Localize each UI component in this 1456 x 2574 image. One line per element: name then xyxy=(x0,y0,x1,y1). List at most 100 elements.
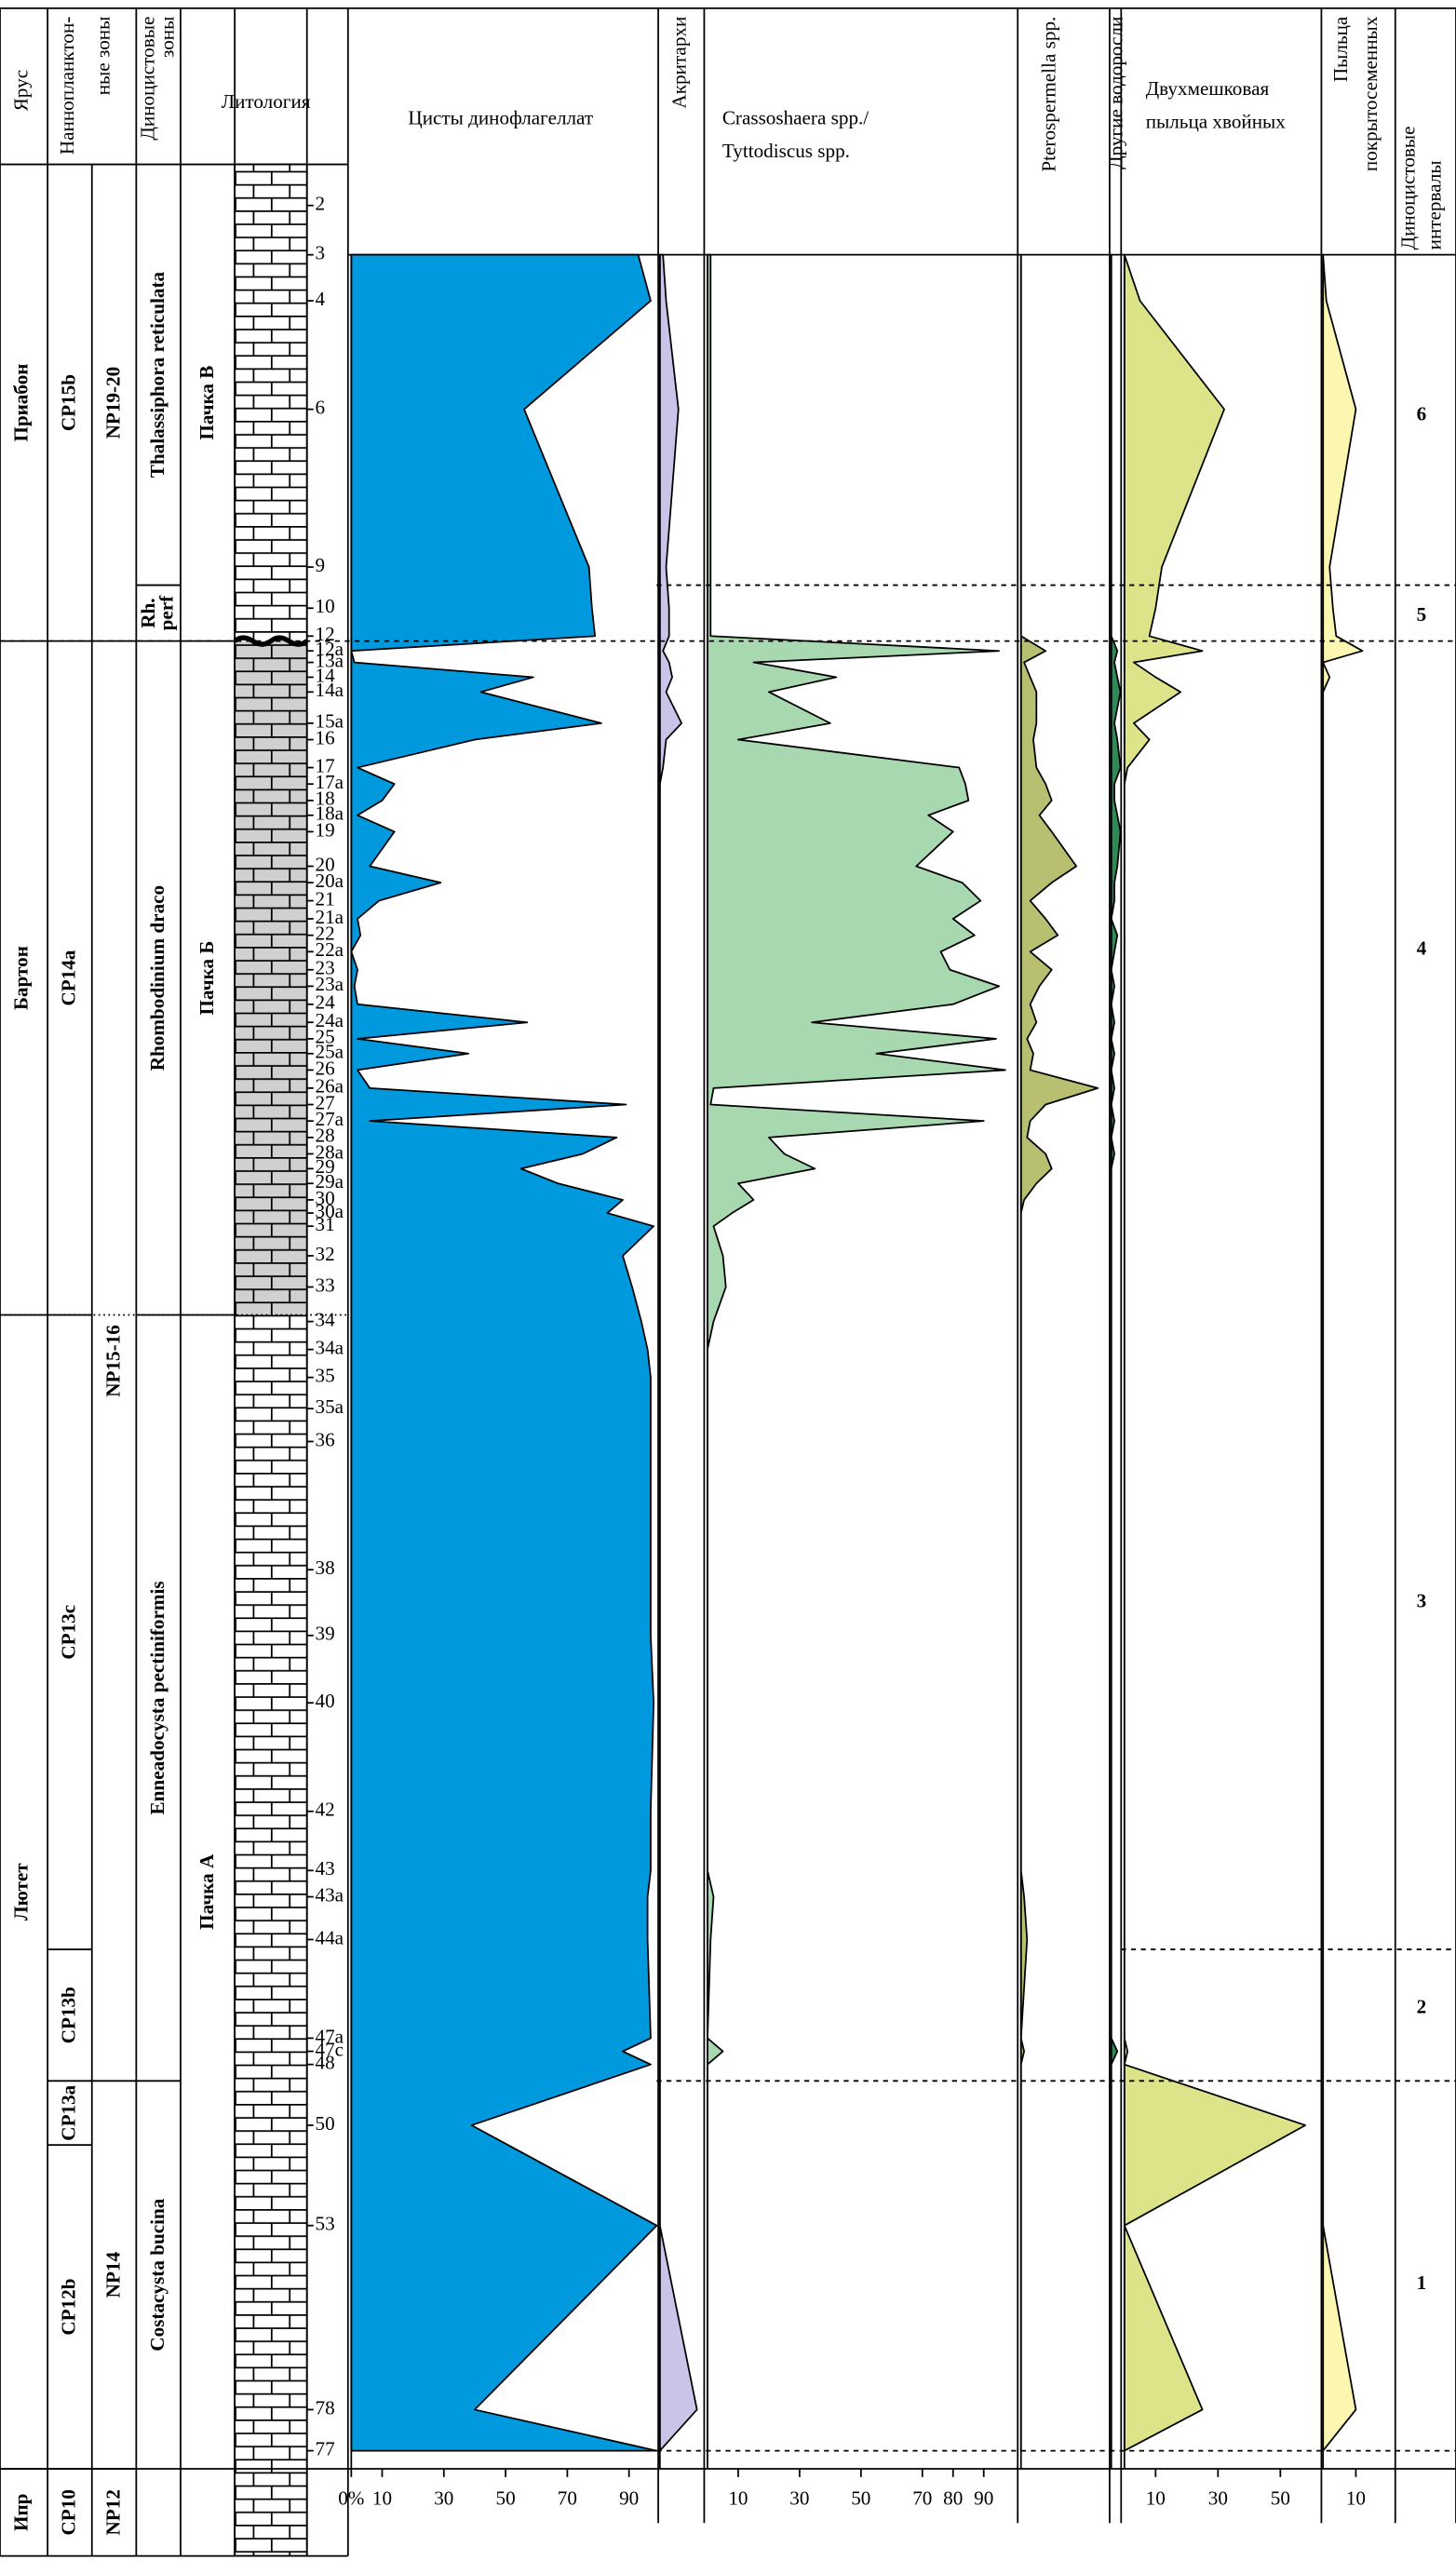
sample-label: 18a xyxy=(316,802,344,825)
x-tick-label: 30 xyxy=(789,2486,809,2509)
sample-label: 6 xyxy=(316,396,326,418)
sample-label: 17a xyxy=(316,771,344,793)
sample-label: 17 xyxy=(316,754,335,776)
interval-label: 4 xyxy=(1417,937,1427,959)
x-tick-label: 50 xyxy=(496,2486,516,2509)
x-tick-label: 10 xyxy=(1146,2486,1166,2509)
sample-label: 27a xyxy=(316,1108,344,1130)
sample-label: 10 xyxy=(316,595,335,617)
sample-label: 32 xyxy=(316,1243,335,1265)
sample-label: 28 xyxy=(316,1125,335,1147)
sample-label: 50 xyxy=(316,2112,335,2135)
sample-label: 22a xyxy=(316,938,344,961)
zone-label: NP12 xyxy=(101,2489,124,2535)
zone-label: Rh. xyxy=(137,598,159,627)
zone-label: Пачка Б xyxy=(195,941,218,1016)
sample-label: 43a xyxy=(316,1883,344,1906)
x-tick-label: 10 xyxy=(1346,2486,1366,2509)
zone-label: Лютет xyxy=(10,1863,33,1920)
sample-label: 14 xyxy=(316,664,336,686)
sample-label: 47a xyxy=(316,2025,344,2047)
header: ные зоны xyxy=(92,17,115,96)
header: Наннопланктон- xyxy=(56,17,78,155)
zone-label: CP12b xyxy=(58,2278,80,2335)
sample-label: 16 xyxy=(316,726,335,748)
sample-label: 20a xyxy=(316,869,344,892)
sample-label: 15a xyxy=(316,710,344,733)
sample-label: 35a xyxy=(316,1395,344,1418)
sample-label: 29a xyxy=(316,1170,344,1193)
column-header: покрытосеменных xyxy=(1359,16,1382,171)
x-tick-label: 30 xyxy=(434,2486,453,2509)
zone-label: Thalassiphora reticulata xyxy=(146,271,169,478)
sample-label: 43 xyxy=(316,1857,335,1880)
column-header: Цисты динофлагеллат xyxy=(408,107,593,129)
lithology-pattern xyxy=(234,163,308,2557)
column-header: Tyttodiscus spp. xyxy=(722,140,850,162)
x-tick-label: 0% xyxy=(338,2486,364,2509)
sample-label: 30a xyxy=(316,1200,344,1222)
zone-label: Costacysta bucina xyxy=(146,2198,169,2352)
zone-label: NP14 xyxy=(101,2252,124,2298)
sample-label: 20 xyxy=(316,853,335,875)
sample-label: 40 xyxy=(316,1690,335,1712)
x-tick-label: 70 xyxy=(558,2486,577,2509)
sample-label: 30 xyxy=(316,1187,335,1209)
sample-label: 3 xyxy=(316,242,326,264)
x-tick-label: 90 xyxy=(974,2486,993,2509)
column-header: Акритархи xyxy=(668,17,691,109)
sample-label: 23 xyxy=(316,957,335,979)
sample-label: 18 xyxy=(316,788,335,810)
sample-label: 48 xyxy=(316,2051,335,2073)
sample-label: 28a xyxy=(316,1140,344,1163)
zone-label: CP10 xyxy=(58,2489,80,2535)
zone-label: Пачка В xyxy=(195,366,218,440)
zone-label: Бартон xyxy=(10,946,33,1010)
interval-label: 1 xyxy=(1417,2271,1427,2294)
sample-label: 38 xyxy=(316,1557,335,1579)
x-tick-label: 50 xyxy=(851,2486,870,2509)
sample-label: 21a xyxy=(316,906,344,928)
header: Диноцистовые xyxy=(136,17,158,141)
column-header: Crassoshaera spp./ xyxy=(722,107,869,129)
x-tick-label: 80 xyxy=(943,2486,963,2509)
zone-label: NP19-20 xyxy=(101,367,124,439)
zone-label: NP15-16 xyxy=(101,1325,124,1397)
interval-label: 5 xyxy=(1417,603,1427,626)
column-header: Другие водоросли xyxy=(1105,17,1127,169)
x-tick-label: 10 xyxy=(372,2486,392,2509)
column-header: пыльца хвойных xyxy=(1146,110,1286,132)
x-tick-label: 30 xyxy=(1208,2486,1228,2509)
interval-label: 3 xyxy=(1417,1589,1427,1611)
sample-label: 25 xyxy=(316,1026,335,1048)
header: зоны xyxy=(155,17,178,58)
sample-label: 31 xyxy=(316,1213,335,1235)
sample-label: 13a xyxy=(316,649,344,671)
zone-label: perf xyxy=(155,595,178,631)
interval-label: 6 xyxy=(1417,403,1427,425)
sample-label: 39 xyxy=(316,1623,335,1645)
sample-label: 34 xyxy=(316,1308,336,1330)
sample-label: 26 xyxy=(316,1057,335,1079)
header: Ярус xyxy=(10,70,33,111)
sample-label: 12 xyxy=(316,623,335,645)
sample-label: 23a xyxy=(316,973,344,995)
header: Диноцистовые xyxy=(1396,126,1419,249)
sample-label: 78 xyxy=(316,2396,335,2419)
zone-label: Приабон xyxy=(10,364,33,442)
x-tick-label: 10 xyxy=(728,2486,748,2509)
sample-label: 33 xyxy=(316,1274,335,1296)
zone-label: Пачка А xyxy=(195,1853,218,1930)
sample-label: 77 xyxy=(316,2437,335,2459)
column-header: Пыльца xyxy=(1329,16,1352,82)
header: Литология xyxy=(222,90,311,113)
x-tick-label: 50 xyxy=(1271,2486,1290,2509)
sample-label: 25a xyxy=(316,1041,344,1063)
zone-label: Rhombodinium draco xyxy=(146,885,169,1071)
zone-label: CP13b xyxy=(58,1987,80,2043)
zone-label: Ипр xyxy=(10,2494,33,2531)
sample-label: 9 xyxy=(316,554,326,576)
x-tick-label: 70 xyxy=(912,2486,932,2509)
